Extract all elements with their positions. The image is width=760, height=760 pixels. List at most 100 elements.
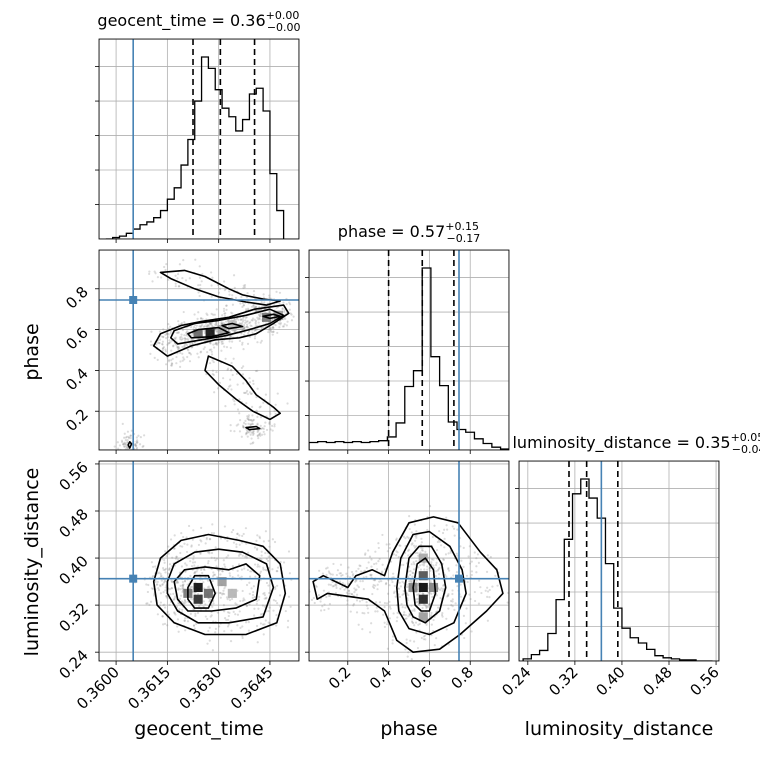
scatter-point [163, 581, 165, 583]
scatter-point [287, 626, 289, 628]
y-axis-label-luminosity-distance: luminosity_distance [21, 468, 43, 657]
scatter-point [226, 540, 228, 542]
scatter-point [328, 608, 330, 610]
scatter-point [478, 603, 480, 605]
scatter-point [114, 445, 116, 447]
scatter-point [128, 454, 130, 456]
scatter-point [219, 592, 221, 594]
scatter-point [233, 400, 235, 402]
scatter-point [166, 555, 168, 557]
scatter-point [150, 601, 152, 603]
scatter-point [421, 607, 423, 609]
scatter-point [191, 586, 193, 588]
scatter-point [159, 584, 161, 586]
scatter-point [405, 617, 407, 619]
scatter-point [159, 330, 161, 332]
scatter-point [347, 566, 349, 568]
scatter-point [179, 360, 181, 362]
scatter-point [246, 605, 248, 607]
scatter-point [252, 597, 254, 599]
scatter-point [231, 294, 233, 296]
histogram-panel-luminosity-distance [519, 461, 719, 661]
scatter-point [507, 601, 509, 603]
x-tick-label: 0.24 [498, 663, 534, 699]
scatter-point [256, 547, 258, 549]
scatter-point [174, 275, 176, 277]
scatter-point [376, 568, 378, 570]
scatter-point [251, 306, 253, 308]
scatter-point [218, 625, 220, 627]
scatter-point [351, 593, 353, 595]
scatter-point [186, 551, 188, 553]
scatter-point [287, 620, 289, 622]
scatter-point [265, 619, 267, 621]
scatter-point [395, 539, 397, 541]
scatter-point [254, 563, 256, 565]
scatter-point [371, 593, 373, 595]
scatter-point [396, 616, 398, 618]
scatter-point [350, 610, 352, 612]
scatter-point [236, 624, 238, 626]
x-tick-label: 0.2 [325, 663, 355, 693]
scatter-point [430, 580, 432, 582]
scatter-point [270, 327, 272, 329]
scatter-point [169, 326, 171, 328]
scatter-point [228, 615, 230, 617]
scatter-point [257, 437, 259, 439]
scatter-point [194, 613, 196, 615]
scatter-point [183, 344, 185, 346]
scatter-point [135, 445, 137, 447]
scatter-point [274, 588, 276, 590]
scatter-point [181, 587, 183, 589]
scatter-point [467, 581, 469, 583]
scatter-point [253, 430, 255, 432]
scatter-point [323, 590, 325, 592]
scatter-point [217, 612, 219, 614]
scatter-point [432, 536, 434, 538]
scatter-point [239, 328, 241, 330]
scatter-point [206, 351, 208, 353]
scatter-point [256, 341, 258, 343]
scatter-point [183, 603, 185, 605]
scatter-point [193, 624, 195, 626]
scatter-point [223, 604, 225, 606]
density-cell [194, 595, 203, 604]
scatter-point [162, 328, 164, 330]
scatter-point [243, 567, 245, 569]
scatter-point [474, 591, 476, 593]
scatter-point [150, 340, 152, 342]
scatter-point [157, 276, 159, 278]
scatter-point [479, 586, 481, 588]
scatter-point [480, 592, 482, 594]
scatter-point [241, 342, 243, 344]
scatter-point [411, 572, 413, 574]
scatter-point [204, 346, 206, 348]
scatter-point [194, 259, 196, 261]
scatter-point [178, 285, 180, 287]
scatter-point [224, 289, 226, 291]
scatter-point [226, 556, 228, 558]
scatter-point [454, 535, 456, 537]
panel-title-luminosity-distance: luminosity_distance = 0.35+0.05−0.04 [512, 431, 760, 456]
scatter-point [229, 575, 231, 577]
scatter-point [380, 580, 382, 582]
scatter-point [186, 564, 188, 566]
scatter-point [186, 544, 188, 546]
scatter-point [169, 604, 171, 606]
scatter-point [275, 624, 277, 626]
scatter-point [370, 566, 372, 568]
scatter-point [167, 573, 169, 575]
scatter-point [182, 583, 184, 585]
scatter-point [392, 635, 394, 637]
scatter-point [407, 651, 409, 653]
scatter-point [175, 283, 177, 285]
scatter-point [409, 570, 411, 572]
scatter-point [376, 588, 378, 590]
scatter-point [179, 588, 181, 590]
scatter-point [154, 272, 156, 274]
scatter-point [241, 436, 243, 438]
scatter-point [242, 373, 244, 375]
scatter-point [215, 628, 217, 630]
scatter-point [193, 564, 195, 566]
scatter-point [250, 419, 252, 421]
